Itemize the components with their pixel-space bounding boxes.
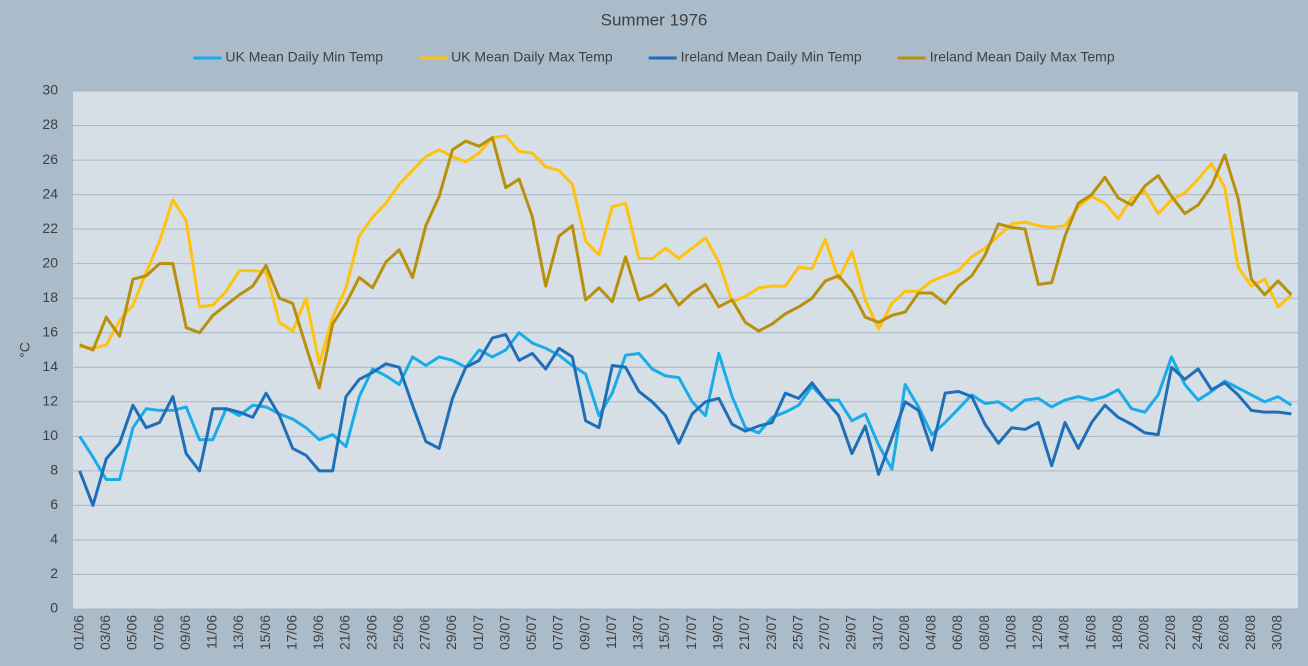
- x-tick-label: 25/07: [789, 615, 805, 650]
- x-tick-label: 16/08: [1082, 615, 1098, 650]
- x-tick-label: 23/07: [763, 615, 779, 650]
- x-tick-label: 14/08: [1056, 615, 1072, 650]
- legend-label: Ireland Mean Daily Min Temp: [681, 49, 862, 65]
- x-tick-label: 04/08: [923, 615, 939, 650]
- y-tick-label: 22: [42, 220, 58, 236]
- x-tick-label: 03/07: [496, 615, 512, 650]
- x-tick-label: 15/07: [656, 615, 672, 650]
- y-tick-label: 4: [50, 531, 58, 547]
- x-tick-label: 31/07: [869, 615, 885, 650]
- y-tick-label: 20: [42, 254, 58, 270]
- x-tick-label: 18/08: [1109, 615, 1125, 650]
- x-tick-label: 27/07: [816, 615, 832, 650]
- y-tick-label: 12: [42, 393, 58, 409]
- series-line: [78, 331, 1293, 481]
- y-axis-label: °C: [17, 342, 33, 358]
- legend-label: UK Mean Daily Max Temp: [451, 49, 613, 65]
- y-tick-label: 6: [50, 496, 58, 512]
- x-tick-label: 07/07: [550, 615, 566, 650]
- x-tick-label: 21/06: [337, 615, 353, 650]
- y-tick-label: 28: [42, 116, 58, 132]
- x-tick-label: 13/07: [630, 615, 646, 650]
- x-tick-label: 30/08: [1269, 615, 1285, 650]
- x-tick-label: 02/08: [896, 615, 912, 650]
- x-tick-label: 19/06: [310, 615, 326, 650]
- y-tick-label: 14: [42, 358, 58, 374]
- y-tick-label: 10: [42, 427, 58, 443]
- x-tick-label: 21/07: [736, 615, 752, 650]
- x-tick-label: 29/07: [843, 615, 859, 650]
- y-tick-label: 2: [50, 565, 58, 581]
- x-tick-label: 27/06: [417, 615, 433, 650]
- series-line: [79, 134, 1293, 366]
- legend-label: UK Mean Daily Min Temp: [225, 49, 383, 65]
- x-tick-label: 10/08: [1002, 615, 1018, 650]
- x-tick-label: 19/07: [709, 615, 725, 650]
- x-tick-label: 07/06: [150, 615, 166, 650]
- x-tick-label: 24/08: [1189, 615, 1205, 650]
- x-tick-label: 08/08: [976, 615, 992, 650]
- y-tick-label: 0: [50, 600, 58, 616]
- x-tick-label: 23/06: [363, 615, 379, 650]
- x-tick-label: 01/07: [470, 615, 486, 650]
- x-tick-label: 11/06: [204, 615, 220, 649]
- x-tick-label: 05/07: [523, 615, 539, 650]
- x-tick-label: 29/06: [443, 615, 459, 650]
- x-tick-label: 17/06: [283, 615, 299, 650]
- legend-label: Ireland Mean Daily Max Temp: [930, 49, 1115, 65]
- x-tick-label: 25/06: [390, 615, 406, 650]
- x-tick-label: 20/08: [1136, 615, 1152, 650]
- x-tick-label: 13/06: [230, 615, 246, 650]
- x-tick-label: 05/06: [124, 615, 140, 650]
- x-tick-label: 26/08: [1215, 615, 1231, 650]
- y-tick-label: 16: [42, 323, 58, 339]
- x-tick-label: 03/06: [97, 615, 113, 650]
- plot-area: [73, 91, 1298, 609]
- chart-title: Summer 1976: [601, 10, 708, 29]
- x-tick-label: 11/07: [603, 615, 619, 649]
- y-tick-label: 18: [42, 289, 58, 305]
- x-tick-label: 28/08: [1242, 615, 1258, 650]
- x-tick-label: 22/08: [1162, 615, 1178, 650]
- x-tick-label: 01/06: [70, 615, 86, 650]
- series-line: [78, 332, 1292, 507]
- x-tick-label: 15/06: [257, 615, 273, 650]
- x-tick-label: 06/08: [949, 615, 965, 650]
- series-line: [79, 136, 1293, 390]
- x-tick-label: 17/07: [683, 615, 699, 650]
- x-tick-label: 12/08: [1029, 615, 1045, 650]
- x-tick-label: 09/06: [177, 615, 193, 650]
- y-tick-label: 30: [42, 82, 58, 98]
- x-tick-label: 09/07: [576, 615, 592, 650]
- y-tick-label: 24: [42, 185, 58, 201]
- y-tick-label: 8: [50, 462, 58, 478]
- y-tick-label: 26: [42, 151, 58, 167]
